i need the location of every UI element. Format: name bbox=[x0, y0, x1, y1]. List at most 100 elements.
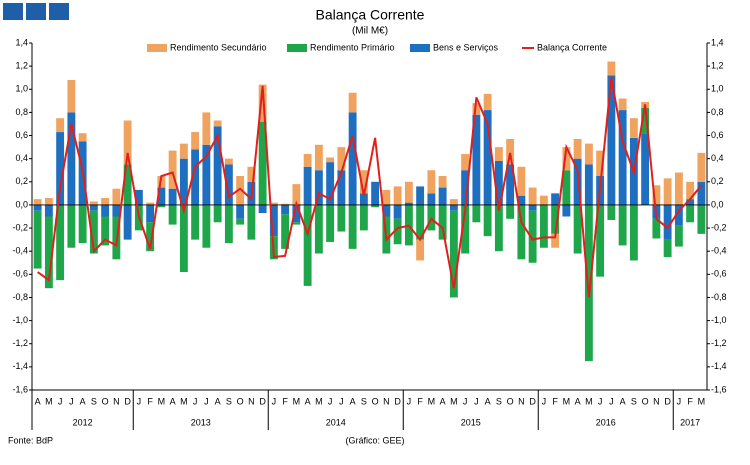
x-tick-label: A bbox=[305, 396, 311, 406]
x-tick-label: O bbox=[237, 396, 244, 406]
bar bbox=[449, 199, 458, 205]
x-tick-label: D bbox=[664, 396, 671, 406]
x-tick-label: J bbox=[463, 396, 468, 406]
bar bbox=[449, 210, 458, 298]
y-tick-label: -0,6 bbox=[12, 269, 28, 279]
x-tick-label: F bbox=[552, 396, 558, 406]
bar bbox=[213, 204, 222, 223]
x-tick-label: S bbox=[631, 396, 637, 406]
x-tick-label: J bbox=[598, 396, 603, 406]
bar bbox=[258, 84, 267, 122]
bar bbox=[269, 204, 278, 237]
bar bbox=[179, 204, 188, 273]
bar bbox=[551, 204, 560, 234]
credit: (Gráfico: GEE) bbox=[345, 435, 404, 445]
x-tick-label: A bbox=[440, 396, 446, 406]
bar bbox=[584, 164, 593, 205]
bar bbox=[326, 162, 335, 205]
bar bbox=[44, 216, 53, 289]
y2-tick-label: -0,8 bbox=[711, 292, 727, 302]
bar bbox=[202, 144, 211, 205]
bar bbox=[348, 112, 357, 205]
y-tick-label: 1,0 bbox=[15, 84, 28, 94]
bar bbox=[247, 166, 256, 182]
bar bbox=[494, 147, 503, 161]
x-tick-label: S bbox=[91, 396, 97, 406]
year-label: 2015 bbox=[461, 417, 481, 427]
bar bbox=[404, 181, 413, 203]
bar bbox=[562, 147, 571, 171]
bar bbox=[33, 199, 42, 205]
y-tick-label: 0,0 bbox=[15, 199, 28, 209]
x-tick-label: M bbox=[180, 396, 188, 406]
bar bbox=[56, 118, 65, 133]
bar bbox=[146, 202, 155, 205]
bar bbox=[494, 204, 503, 252]
y-tick-label: -1,0 bbox=[12, 315, 28, 325]
bar bbox=[101, 204, 110, 217]
bar bbox=[123, 164, 132, 205]
year-label: 2016 bbox=[596, 417, 616, 427]
bar bbox=[56, 204, 65, 281]
icon bbox=[26, 3, 46, 20]
bar bbox=[596, 150, 605, 177]
x-tick-label: N bbox=[518, 396, 525, 406]
bar bbox=[191, 204, 200, 240]
bar bbox=[562, 204, 571, 217]
bar bbox=[371, 181, 380, 205]
y2-tick-label: 1,4 bbox=[711, 37, 724, 47]
bar bbox=[213, 126, 222, 205]
bar bbox=[236, 176, 245, 205]
x-tick-label: O bbox=[372, 396, 379, 406]
bar bbox=[67, 112, 76, 205]
year-label: 2014 bbox=[326, 417, 346, 427]
bar bbox=[461, 204, 470, 254]
y2-tick-label: 1,2 bbox=[711, 61, 724, 71]
bar bbox=[371, 204, 380, 208]
bar bbox=[292, 222, 301, 225]
bar bbox=[483, 93, 492, 111]
bar bbox=[303, 204, 312, 286]
y2-tick-label: -0,4 bbox=[711, 246, 727, 256]
source: Fonte: BdP bbox=[8, 435, 53, 445]
bar bbox=[191, 132, 200, 150]
bar bbox=[539, 195, 548, 205]
bar bbox=[438, 176, 447, 188]
year-label: 2013 bbox=[191, 417, 211, 427]
bar bbox=[326, 157, 335, 163]
bar bbox=[584, 143, 593, 165]
y2-tick-label: -1,4 bbox=[711, 361, 727, 371]
x-tick-label: N bbox=[248, 396, 255, 406]
bar bbox=[652, 218, 661, 239]
x-tick-label: A bbox=[575, 396, 581, 406]
bar bbox=[359, 204, 368, 231]
bar bbox=[314, 170, 323, 205]
x-tick-label: J bbox=[137, 396, 142, 406]
icon bbox=[49, 3, 69, 20]
x-tick-label: N bbox=[383, 396, 390, 406]
x-tick-label: M bbox=[315, 396, 323, 406]
x-tick-label: J bbox=[272, 396, 277, 406]
x-tick-label: J bbox=[69, 396, 74, 406]
year-label: 2017 bbox=[680, 417, 700, 427]
x-tick-label: M bbox=[698, 396, 706, 406]
bar bbox=[393, 186, 402, 205]
x-tick-label: M bbox=[585, 396, 593, 406]
bar bbox=[337, 147, 346, 171]
bar bbox=[101, 197, 110, 205]
bar bbox=[89, 201, 98, 205]
bar bbox=[337, 170, 346, 205]
y-tick-label: -0,4 bbox=[12, 246, 28, 256]
bar bbox=[33, 204, 42, 211]
bar bbox=[506, 204, 515, 219]
y-tick-label: 0,6 bbox=[15, 130, 28, 140]
bar bbox=[303, 166, 312, 205]
bar bbox=[179, 158, 188, 205]
legend-label: Rendimento Secundário bbox=[170, 42, 267, 52]
bar bbox=[202, 112, 211, 145]
bar bbox=[168, 150, 177, 189]
bar bbox=[314, 144, 323, 171]
bar bbox=[146, 222, 155, 252]
x-tick-label: J bbox=[407, 396, 412, 406]
y-tick-label: -0,8 bbox=[12, 292, 28, 302]
